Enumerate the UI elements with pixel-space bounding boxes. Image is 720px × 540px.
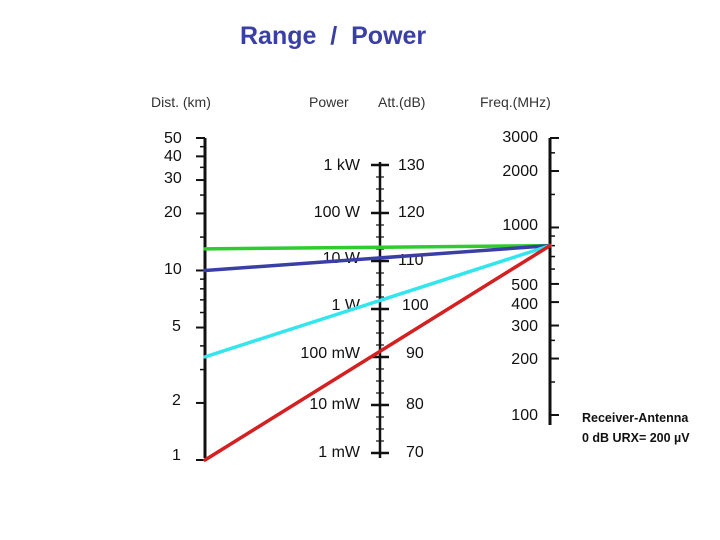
frequency-label: 100 bbox=[511, 407, 538, 424]
receiver-note-line2: 0 dB URX= 200 µV bbox=[582, 431, 690, 445]
frequency-label: 300 bbox=[511, 318, 538, 335]
attenuation-label: 70 bbox=[406, 444, 424, 461]
attenuation-label: 80 bbox=[406, 396, 424, 413]
slide-title: Range / Power bbox=[240, 22, 427, 50]
frequency-label: 500 bbox=[511, 277, 538, 294]
propagation-line bbox=[203, 243, 552, 359]
power-label: 100 W bbox=[314, 204, 361, 221]
distance-label: 5 bbox=[172, 318, 181, 335]
propagation-line bbox=[203, 243, 552, 273]
frequency-label: 200 bbox=[511, 351, 538, 368]
header-attenuation: Att.(dB) bbox=[378, 94, 425, 110]
propagation-lines bbox=[203, 243, 552, 462]
header-power: Power bbox=[309, 94, 349, 110]
frequency-label: 1000 bbox=[502, 217, 538, 234]
header-distance: Dist. (km) bbox=[151, 94, 211, 110]
power-label: 1 kW bbox=[324, 157, 361, 174]
power-label: 100 mW bbox=[300, 345, 360, 362]
distance-scale: 50 40 30 20 10 5 2 1 bbox=[164, 130, 182, 464]
distance-label: 2 bbox=[172, 392, 181, 409]
attenuation-scale: 130 120 110 100 90 80 70 bbox=[398, 157, 429, 461]
attenuation-label: 120 bbox=[398, 204, 425, 221]
frequency-label: 400 bbox=[511, 296, 538, 313]
distance-label: 10 bbox=[164, 261, 182, 278]
distance-label: 30 bbox=[164, 170, 182, 187]
distance-label: 1 bbox=[172, 447, 181, 464]
header-frequency: Freq.(MHz) bbox=[480, 94, 551, 110]
attenuation-label: 130 bbox=[398, 157, 425, 174]
attenuation-label: 100 bbox=[402, 297, 429, 314]
propagation-line bbox=[203, 243, 552, 251]
frequency-label: 3000 bbox=[502, 129, 538, 146]
propagation-line bbox=[203, 243, 552, 462]
attenuation-label: 90 bbox=[406, 345, 424, 362]
frequency-label: 2000 bbox=[502, 163, 538, 180]
axis-ticks bbox=[196, 137, 559, 461]
distance-label: 40 bbox=[164, 148, 182, 165]
power-label: 1 mW bbox=[318, 444, 361, 461]
receiver-note-line1: Receiver-Antenna bbox=[582, 411, 689, 425]
distance-label: 50 bbox=[164, 130, 182, 147]
frequency-scale: 3000 2000 1000 500 400 300 200 100 bbox=[502, 129, 538, 424]
power-label: 10 mW bbox=[309, 396, 361, 413]
distance-label: 20 bbox=[164, 204, 182, 221]
